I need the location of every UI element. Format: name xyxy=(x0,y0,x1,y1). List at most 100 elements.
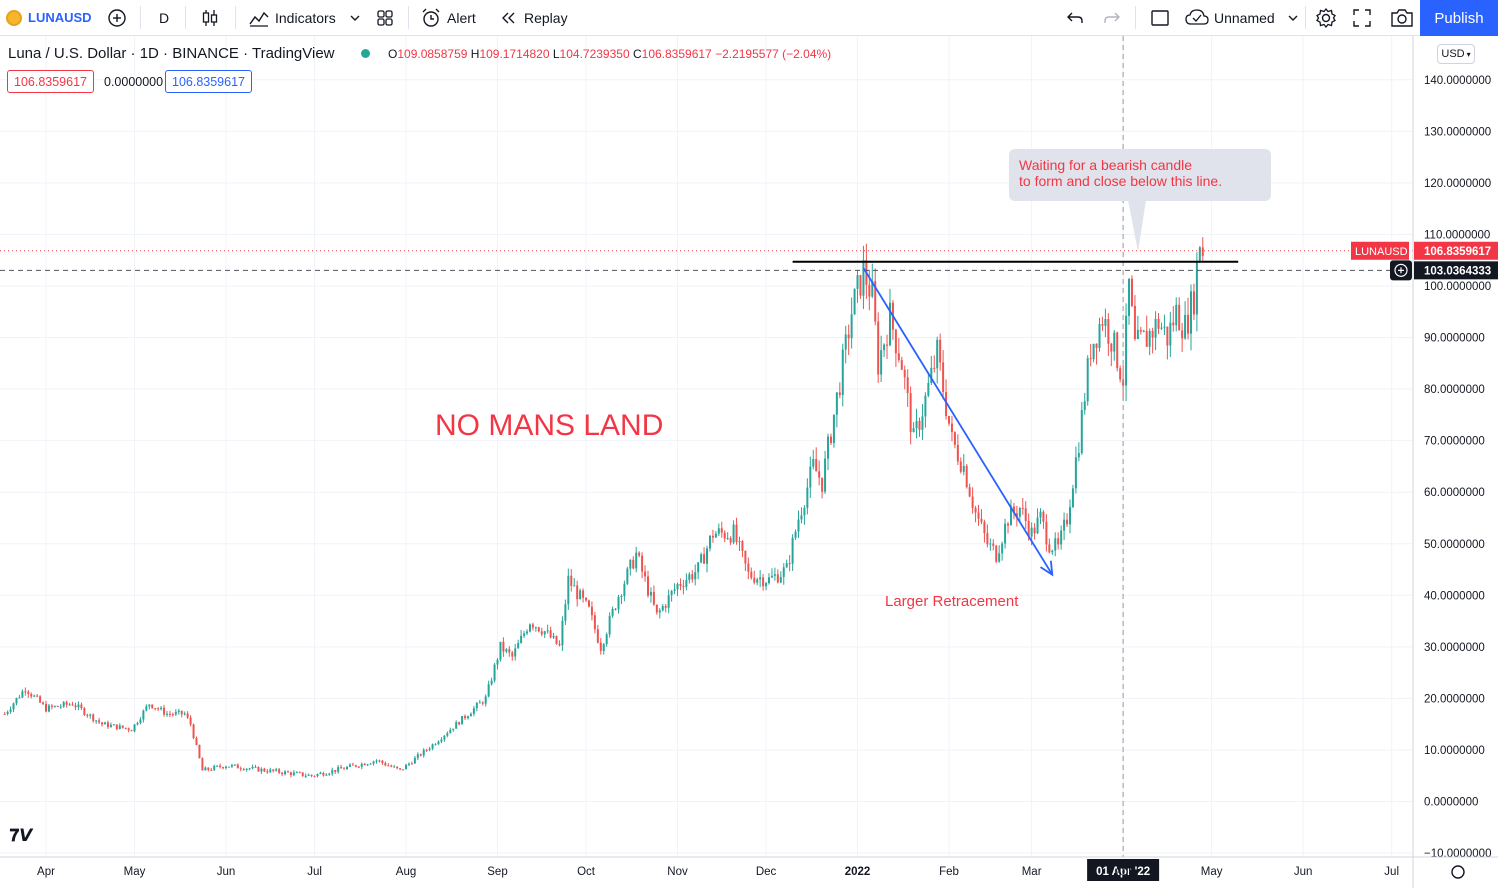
candle-body xyxy=(9,709,12,712)
candle-body xyxy=(564,604,567,621)
callout-note[interactable]: Waiting for a bearish candle to form and… xyxy=(1009,149,1271,201)
candle-body xyxy=(753,577,756,583)
chart-type-button[interactable] xyxy=(200,0,220,35)
candle-body xyxy=(835,392,838,415)
candle-body xyxy=(68,704,71,706)
candle-body xyxy=(523,633,526,636)
candle-body xyxy=(1009,506,1012,526)
snapshot-button[interactable] xyxy=(1390,0,1414,35)
candle-body xyxy=(109,724,112,728)
candle-body xyxy=(856,275,859,289)
redo-button[interactable] xyxy=(1103,0,1121,35)
candle-body xyxy=(1178,304,1181,331)
candle-body xyxy=(1184,314,1187,339)
symbol-search[interactable]: LUNAUSD xyxy=(6,0,92,35)
crosshair-price-tag: 103.0364333 xyxy=(1424,265,1491,277)
candle-body xyxy=(1045,521,1048,545)
candle-body xyxy=(644,571,647,577)
candle-body xyxy=(776,574,779,583)
alert-button[interactable]: Alert xyxy=(420,0,476,35)
candle-body xyxy=(992,543,995,546)
candle-body xyxy=(735,524,738,543)
fullscreen-toggle-button[interactable] xyxy=(1150,0,1170,35)
replay-button[interactable]: Replay xyxy=(500,0,568,35)
callout-pointer xyxy=(1128,200,1146,252)
indicators-button[interactable]: Indicators xyxy=(248,0,336,35)
interval-button[interactable]: D xyxy=(159,0,169,35)
candle-body xyxy=(180,710,183,715)
candle-body xyxy=(561,620,564,646)
candle-body xyxy=(1039,511,1042,518)
candle-body xyxy=(62,702,65,707)
candle-body xyxy=(1160,327,1163,329)
y-tick-label: 100.0000000 xyxy=(1424,281,1491,293)
candle-body xyxy=(6,711,9,714)
candle-body xyxy=(1148,330,1151,347)
x-tick-label: Dec xyxy=(756,866,777,878)
candle-body xyxy=(900,360,903,370)
gear-icon xyxy=(1316,7,1336,28)
publish-button[interactable]: Publish xyxy=(1420,0,1498,36)
candle-body xyxy=(1133,305,1136,340)
candle-body xyxy=(1018,507,1021,517)
axis-settings-gear-icon[interactable] xyxy=(1451,865,1465,879)
candle-body xyxy=(567,575,570,605)
y-tick-label: 0.0000000 xyxy=(1424,797,1478,809)
rewind-icon xyxy=(502,12,515,23)
candle-body xyxy=(759,577,762,580)
price-chart[interactable]: NO MANS LAND Larger Retracement LUNAUSD 106… xyxy=(0,36,1498,888)
indicators-dropdown[interactable] xyxy=(349,0,361,35)
buy-price-box[interactable]: 106.8359617 xyxy=(165,70,252,93)
candle-body xyxy=(346,766,349,770)
sell-price-box[interactable]: 106.8359617 xyxy=(7,70,94,93)
candle-body xyxy=(841,349,844,396)
candle-body xyxy=(295,772,298,774)
trend-arrow-line xyxy=(862,267,1054,576)
candle-body xyxy=(747,563,750,572)
candle-body xyxy=(540,631,543,635)
candle-body xyxy=(511,652,514,657)
candle-body xyxy=(647,576,650,596)
candle-body xyxy=(714,533,717,538)
currency-button[interactable]: USD ▾ xyxy=(1437,44,1475,64)
compare-button[interactable] xyxy=(107,0,127,35)
indicators-icon xyxy=(249,11,269,27)
no-mans-land-label: NO MANS LAND xyxy=(435,409,663,442)
candle-body xyxy=(284,771,287,775)
candle-body xyxy=(328,773,331,775)
candle-body xyxy=(933,367,936,369)
undo-button[interactable] xyxy=(1066,0,1084,35)
candle-body xyxy=(106,722,109,728)
candle-body xyxy=(151,704,154,709)
candle-body xyxy=(1051,550,1054,553)
candle-body xyxy=(880,350,883,375)
candle-body xyxy=(1036,517,1039,534)
candle-body xyxy=(706,548,709,564)
candle-body xyxy=(316,774,319,776)
candle-body xyxy=(1128,278,1131,316)
fullscreen-button[interactable] xyxy=(1352,0,1372,35)
candle-body xyxy=(481,702,484,704)
candle-body xyxy=(1060,530,1063,545)
candle-body xyxy=(319,772,322,775)
candle-body xyxy=(351,764,354,766)
candle-body xyxy=(959,461,962,472)
templates-button[interactable] xyxy=(375,0,395,35)
axes: 140.0000000 130.0000000 120.0000000 110.000… xyxy=(0,36,1498,888)
candle-body xyxy=(278,769,281,773)
candle-body xyxy=(366,764,369,766)
candle-body xyxy=(732,524,735,543)
candle-body xyxy=(425,749,428,751)
candle-body xyxy=(534,627,537,629)
candle-body xyxy=(216,765,219,767)
layout-menu[interactable]: Unnamed xyxy=(1185,0,1299,35)
candle-body xyxy=(555,635,558,644)
candle-body xyxy=(1169,322,1172,346)
candle-body xyxy=(579,590,582,600)
candle-body xyxy=(711,535,714,538)
symbol-tag: LUNAUSD xyxy=(1355,246,1408,258)
settings-button[interactable] xyxy=(1315,0,1337,35)
candle-body xyxy=(694,572,697,580)
market-status-dot xyxy=(361,49,370,58)
tradingview-logo-icon[interactable]: 𝟕𝙑 xyxy=(9,826,33,845)
